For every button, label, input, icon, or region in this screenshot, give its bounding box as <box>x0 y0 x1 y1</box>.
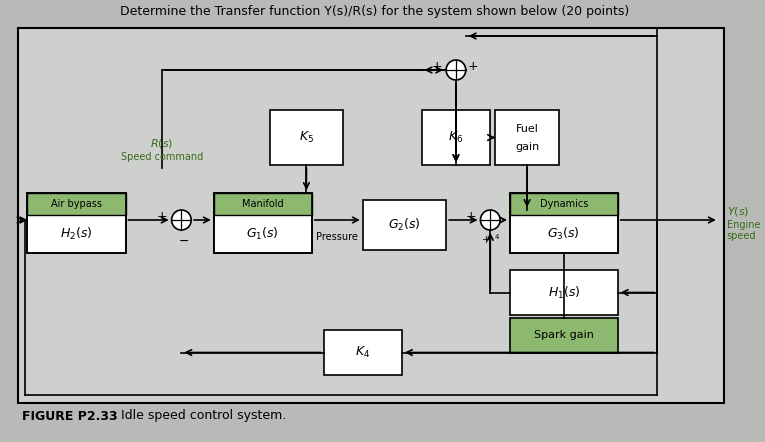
Bar <box>509 193 617 253</box>
Text: Pressure: Pressure <box>317 232 358 242</box>
Text: +: + <box>157 210 168 224</box>
Bar <box>324 330 402 375</box>
Text: $G_3(s)$: $G_3(s)$ <box>548 226 580 242</box>
Text: $H_2(s)$: $H_2(s)$ <box>60 226 93 242</box>
Text: $+$: $+$ <box>481 234 491 245</box>
Text: +: + <box>466 210 477 224</box>
Bar <box>509 193 617 215</box>
Text: $R(s)$: $R(s)$ <box>150 137 174 150</box>
Text: Manifold: Manifold <box>242 199 284 209</box>
Bar <box>28 193 125 253</box>
Bar <box>28 193 125 253</box>
Text: $-$: $-$ <box>177 234 189 247</box>
Text: speed: speed <box>727 231 756 241</box>
Text: $G_1(s)$: $G_1(s)$ <box>246 226 279 242</box>
Bar <box>18 28 724 403</box>
Text: $H_1(s)$: $H_1(s)$ <box>548 285 580 301</box>
Bar <box>213 193 312 215</box>
Text: Idle speed control system.: Idle speed control system. <box>112 409 286 423</box>
Bar <box>509 318 617 353</box>
Bar <box>363 200 446 250</box>
Text: Air bypass: Air bypass <box>51 199 102 209</box>
Text: $G_2(s)$: $G_2(s)$ <box>388 217 421 233</box>
Circle shape <box>446 60 466 80</box>
Bar <box>269 110 343 165</box>
Bar <box>509 193 617 253</box>
Text: gain: gain <box>515 142 539 152</box>
Text: $_4$: $_4$ <box>494 232 500 242</box>
Bar <box>28 193 125 215</box>
Text: Spark gain: Spark gain <box>534 331 594 340</box>
Text: $Y(s)$: $Y(s)$ <box>727 206 749 218</box>
Text: +: + <box>431 61 442 73</box>
Bar <box>422 110 490 165</box>
Bar <box>509 270 617 315</box>
Circle shape <box>480 210 500 230</box>
Text: FIGURE P2.33: FIGURE P2.33 <box>21 409 117 423</box>
Text: Engine: Engine <box>727 220 760 230</box>
Bar <box>495 110 559 165</box>
Text: $K_5$: $K_5$ <box>299 130 314 145</box>
Text: $K_6$: $K_6$ <box>448 130 464 145</box>
Text: Dynamics: Dynamics <box>539 199 588 209</box>
Text: +: + <box>467 61 478 73</box>
Text: Fuel: Fuel <box>516 124 539 134</box>
Text: Speed command: Speed command <box>121 152 203 162</box>
Bar <box>213 193 312 253</box>
Bar <box>213 193 312 253</box>
Text: Determine the Transfer function Y(s)/R(s) for the system shown below (20 points): Determine the Transfer function Y(s)/R(s… <box>120 5 629 19</box>
Circle shape <box>171 210 191 230</box>
Text: $K_4$: $K_4$ <box>355 345 370 360</box>
